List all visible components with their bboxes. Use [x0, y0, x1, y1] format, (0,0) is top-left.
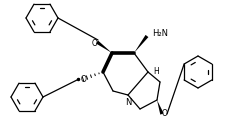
Polygon shape [134, 35, 148, 53]
Text: H: H [152, 68, 158, 77]
Text: O: O [92, 38, 98, 47]
Text: N: N [124, 98, 131, 107]
Polygon shape [156, 100, 163, 115]
Text: H₂N: H₂N [151, 30, 167, 38]
Text: O: O [81, 75, 87, 84]
Text: O: O [161, 109, 167, 118]
Polygon shape [95, 41, 112, 53]
